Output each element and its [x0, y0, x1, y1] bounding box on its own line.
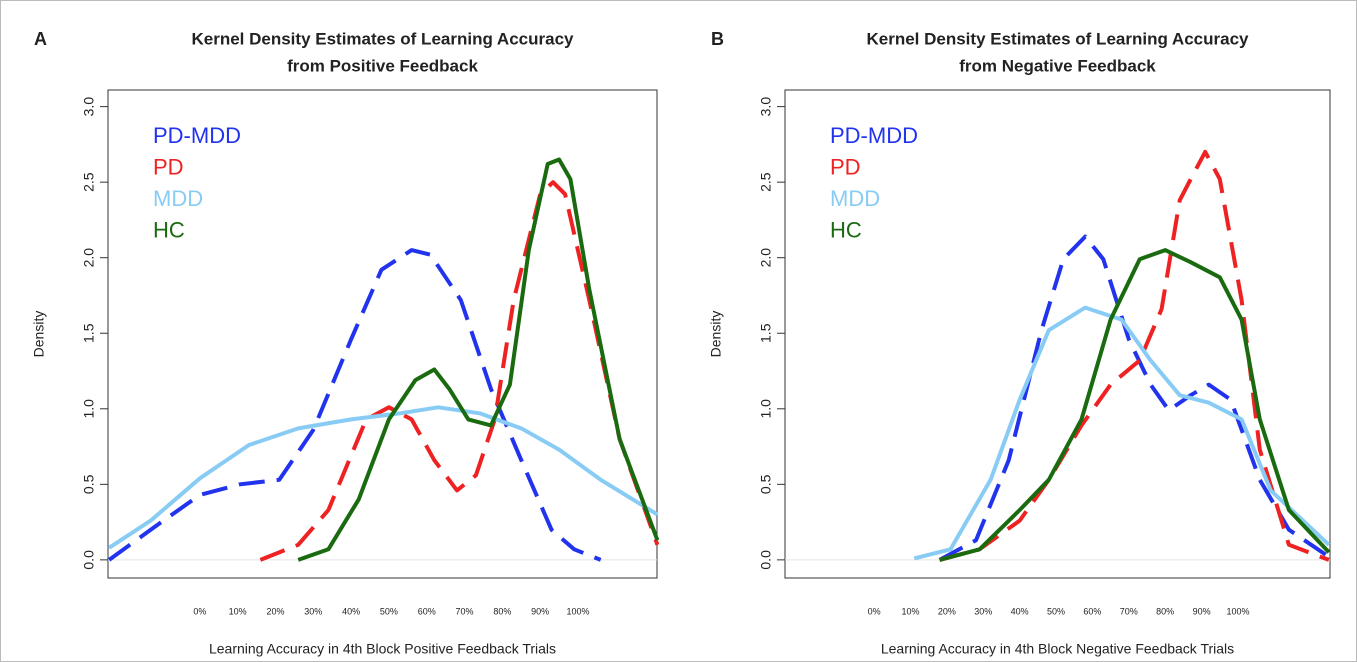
- legend-entry: PD-MDD: [153, 123, 241, 148]
- chart-title: from Negative Feedback: [959, 56, 1156, 75]
- y-tick-label: 2.5: [758, 172, 774, 192]
- x-axis-label: Learning Accuracy in 4th Block Negative …: [881, 641, 1234, 657]
- legend-entry: MDD: [153, 186, 203, 211]
- x-tick-label: 70%: [1120, 606, 1138, 616]
- x-tick-label: 20%: [266, 606, 284, 616]
- chart-title: from Positive Feedback: [287, 56, 478, 75]
- x-tick-label: 100%: [1226, 606, 1249, 616]
- plot-box: [107, 89, 658, 579]
- y-tick-label: 1.5: [81, 323, 97, 343]
- x-tick-label: 50%: [380, 606, 398, 616]
- y-tick-label: 2.0: [758, 248, 774, 268]
- y-tick-label: 3.0: [81, 97, 97, 117]
- x-tick-label: 10%: [902, 606, 920, 616]
- density-line: [259, 180, 660, 562]
- chart-title: Kernel Density Estimates of Learning Acc…: [191, 29, 574, 48]
- panel-label: A: [34, 29, 47, 49]
- density-line: [913, 305, 1331, 561]
- y-axis-label: Density: [708, 311, 724, 358]
- x-tick-label: 90%: [531, 606, 549, 616]
- legend-entry: HC: [830, 217, 862, 242]
- x-tick-label: 60%: [1083, 606, 1101, 616]
- density-line: [108, 405, 659, 550]
- x-tick-label: 60%: [418, 606, 436, 616]
- x-tick-label: 30%: [304, 606, 322, 616]
- x-tick-label: 20%: [938, 606, 956, 616]
- density-line: [297, 157, 660, 562]
- y-tick-label: 0.5: [758, 474, 774, 494]
- legend-entry: PD: [153, 154, 184, 179]
- x-tick-label: 40%: [342, 606, 360, 616]
- x-tick-label: 90%: [1193, 606, 1211, 616]
- panel-label: B: [711, 29, 724, 49]
- legend-entry: PD: [830, 154, 861, 179]
- y-tick-label: 1.5: [758, 323, 774, 343]
- density-line: [107, 248, 602, 562]
- x-tick-label: 10%: [229, 606, 247, 616]
- x-axis-label: Learning Accuracy in 4th Block Positive …: [209, 641, 556, 657]
- x-tick-label: 80%: [1156, 606, 1174, 616]
- y-axis-label: Density: [31, 311, 47, 358]
- y-tick-label: 3.0: [758, 97, 774, 117]
- plot-box: [784, 89, 1331, 579]
- x-tick-label: 100%: [566, 606, 589, 616]
- chart-title: Kernel Density Estimates of Learning Acc…: [866, 29, 1249, 48]
- x-tick-label: 40%: [1011, 606, 1029, 616]
- y-tick-label: 1.0: [81, 399, 97, 419]
- y-tick-label: 2.0: [81, 248, 97, 268]
- y-tick-label: 0.0: [758, 550, 774, 570]
- y-tick-label: 1.0: [758, 399, 774, 419]
- legend-entry: MDD: [830, 186, 880, 211]
- legend-entry: PD-MDD: [830, 123, 918, 148]
- x-tick-label: 0%: [193, 606, 206, 616]
- y-tick-label: 0.5: [81, 474, 97, 494]
- x-tick-label: 30%: [974, 606, 992, 616]
- x-tick-label: 0%: [868, 606, 881, 616]
- y-tick-label: 0.0: [81, 550, 97, 570]
- x-tick-label: 80%: [493, 606, 511, 616]
- y-tick-label: 2.5: [81, 172, 97, 192]
- x-tick-label: 50%: [1047, 606, 1065, 616]
- x-tick-label: 70%: [456, 606, 474, 616]
- legend-entry: HC: [153, 217, 185, 242]
- density-line: [939, 248, 1331, 562]
